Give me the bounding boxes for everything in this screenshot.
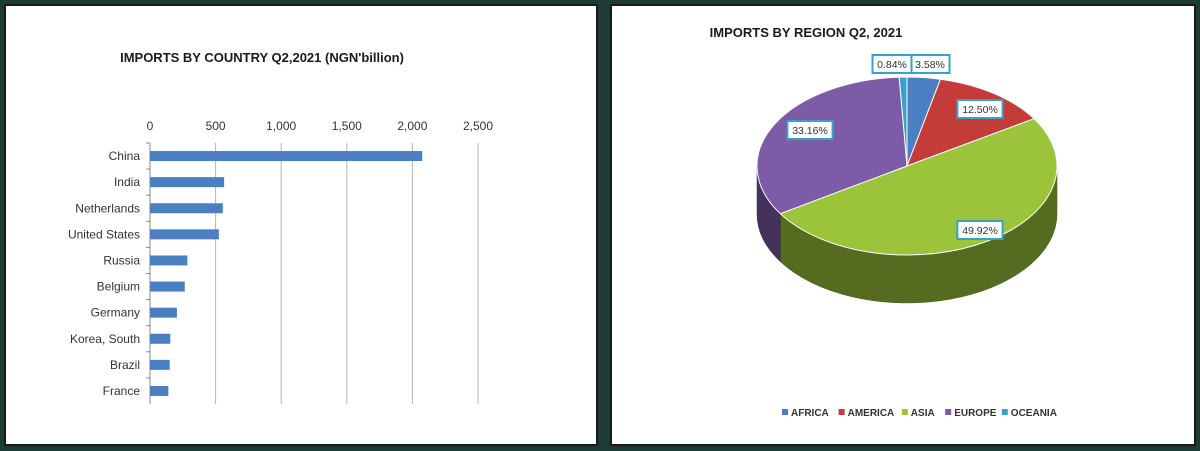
legend-swatch bbox=[838, 409, 845, 415]
x-tick-label: 0 bbox=[147, 119, 154, 133]
category-label: United States bbox=[68, 227, 140, 241]
data-label: 49.92% bbox=[962, 225, 998, 237]
legend-swatch bbox=[1001, 409, 1008, 415]
bar bbox=[150, 333, 171, 344]
legend-swatch bbox=[901, 409, 908, 415]
bar bbox=[150, 307, 177, 318]
x-tick-label: 1,500 bbox=[332, 119, 362, 133]
x-tick-label: 2,000 bbox=[397, 119, 427, 133]
legend-label: AMERICA bbox=[848, 408, 895, 419]
bar bbox=[150, 281, 185, 292]
legend-label: EUROPE bbox=[954, 408, 997, 419]
legend-label: AFRICA bbox=[791, 408, 829, 419]
bar bbox=[150, 385, 169, 396]
bar bbox=[150, 151, 423, 162]
pie-chart: IMPORTS BY REGION Q2, 2021 3.58% 12.50% 49… bbox=[710, 25, 1058, 419]
data-label-box bbox=[871, 54, 913, 74]
bar bbox=[150, 359, 170, 370]
pie-chart-panel: IMPORTS BY REGION Q2, 2021 3.58% 12.50% 49… bbox=[610, 4, 1196, 446]
bar bbox=[150, 255, 188, 266]
category-label: France bbox=[103, 384, 141, 398]
bar-chart-panel: IMPORTS BY COUNTRY Q2,2021 (NGN'billion)… bbox=[4, 4, 598, 446]
x-tick-label: 1,000 bbox=[266, 119, 296, 133]
category-label: Brazil bbox=[110, 358, 140, 372]
legend-label: OCEANIA bbox=[1011, 408, 1057, 419]
bar-chart: IMPORTS BY COUNTRY Q2,2021 (NGN'billion)… bbox=[68, 50, 493, 404]
data-label: 0.84% bbox=[877, 59, 907, 71]
legend-swatch bbox=[945, 409, 952, 415]
x-tick-label: 2,500 bbox=[463, 119, 493, 133]
x-tick-label: 500 bbox=[206, 119, 226, 133]
bar bbox=[150, 203, 223, 214]
pie-slice bbox=[756, 76, 908, 215]
data-label: 33.16% bbox=[792, 125, 828, 137]
data-label-box bbox=[956, 99, 1004, 119]
data-label: 12.50% bbox=[962, 104, 998, 116]
category-label: Korea, South bbox=[70, 332, 140, 346]
data-label: 3.58% bbox=[915, 59, 945, 71]
pie-chart-title: IMPORTS BY REGION Q2, 2021 bbox=[710, 25, 903, 40]
category-label: Netherlands bbox=[75, 201, 140, 215]
data-label-box bbox=[956, 220, 1004, 240]
data-label-box bbox=[786, 120, 834, 140]
bar-chart-title: IMPORTS BY COUNTRY Q2,2021 (NGN'billion) bbox=[120, 50, 404, 65]
category-label: China bbox=[109, 149, 141, 163]
legend-swatch bbox=[782, 409, 788, 415]
legend-label: ASIA bbox=[911, 408, 935, 419]
category-label: Russia bbox=[103, 253, 140, 267]
category-label: Belgium bbox=[97, 280, 140, 294]
bar bbox=[150, 177, 225, 188]
category-label: India bbox=[114, 175, 140, 189]
bar bbox=[150, 229, 219, 240]
category-label: Germany bbox=[91, 306, 140, 320]
